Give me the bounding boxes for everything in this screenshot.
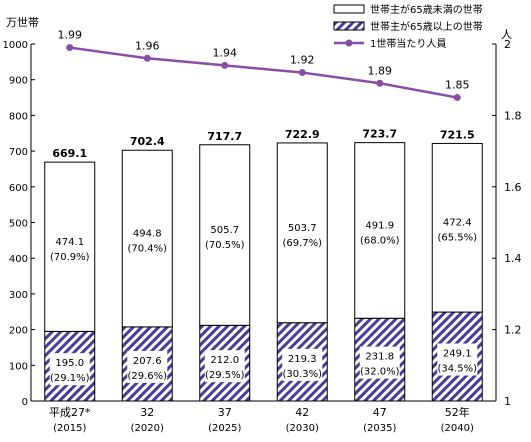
- over65-value-label: 219.3: [288, 354, 317, 365]
- legend-swatch-under65: [333, 4, 365, 14]
- over65-value-label: 212.0: [210, 355, 239, 366]
- category-year-label: (2040): [441, 423, 474, 434]
- bar-age65-under: [199, 144, 251, 326]
- right-tick-label: 1.8: [504, 109, 522, 122]
- left-tick-label: 500: [9, 219, 28, 230]
- under65-share-label: (70.9%): [50, 252, 90, 263]
- legend-label-under65: 世帯主が65歳未満の世帯: [370, 3, 483, 16]
- label-background: [49, 353, 90, 386]
- left-tick-label: 600: [9, 183, 28, 194]
- category-year-label: (2030): [286, 423, 319, 434]
- category-label: 32: [140, 406, 154, 419]
- legend-swatch-over65: [333, 21, 365, 31]
- left-tick-label: 100: [9, 361, 28, 372]
- left-tick-label: 900: [9, 76, 28, 87]
- label-background: [282, 348, 323, 381]
- label-background: [359, 346, 400, 379]
- over65-value-label: 207.6: [133, 356, 162, 367]
- persons-per-household-label: 1.85: [445, 79, 470, 92]
- category-label: 52年: [445, 405, 470, 419]
- bar-age65-under: [44, 161, 96, 332]
- total-label: 717.7: [207, 130, 242, 143]
- under65-value-label: 491.9: [365, 220, 394, 231]
- bar-age65-under: [354, 142, 406, 319]
- right-tick-label: 2: [504, 38, 511, 51]
- right-tick-label: 1: [504, 395, 511, 408]
- over65-share-label: (30.3%): [282, 369, 322, 380]
- persons-per-household-point: [221, 61, 229, 69]
- total-label: 722.9: [285, 128, 320, 141]
- left-tick-label: 800: [9, 111, 28, 122]
- under65-value-label: 503.7: [288, 223, 317, 234]
- persons-per-household-label: 1.89: [368, 64, 393, 77]
- category-year-label: (2015): [53, 423, 86, 434]
- right-axis-title: 人: [501, 28, 512, 41]
- persons-per-household-point: [143, 54, 151, 62]
- left-tick-label: 200: [9, 326, 28, 337]
- over65-share-label: (29.5%): [205, 370, 245, 381]
- data-labels: 669.1 474.1 (70.9%) 195.0 (29.1%) 702.4 494.8 (…: [50, 128, 477, 385]
- category-label: 平成27*: [49, 406, 91, 419]
- over65-value-label: 231.8: [365, 352, 394, 363]
- left-tick-label: 0: [22, 397, 28, 408]
- category-year-label: (2020): [131, 423, 164, 434]
- under65-share-label: (70.5%): [205, 240, 245, 251]
- category-label: 37: [218, 406, 232, 419]
- left-tick-label: 300: [9, 290, 28, 301]
- bar-age65-under: [276, 142, 328, 324]
- left-axis-title: 万世帯: [6, 16, 39, 29]
- persons-per-household-point: [298, 69, 306, 77]
- under65-share-label: (70.4%): [127, 244, 167, 255]
- persons-per-household-label: 1.94: [213, 46, 238, 59]
- over65-share-label: (29.1%): [50, 373, 90, 384]
- line-series: 1.99 1.96 1.94 1.92 1.89 1.85: [58, 29, 470, 102]
- persons-per-household-label: 1.92: [290, 54, 315, 67]
- category-label: 47: [373, 406, 387, 419]
- total-label: 669.1: [52, 147, 87, 160]
- category-year-label: (2035): [363, 423, 396, 434]
- over65-value-label: 195.0: [55, 358, 84, 369]
- bar-age65-under: [431, 142, 483, 313]
- bars: [44, 142, 483, 402]
- under65-value-label: 474.1: [55, 237, 84, 248]
- persons-per-household-point: [453, 94, 461, 102]
- label-background: [204, 350, 245, 383]
- category-year-label: (2025): [208, 423, 241, 434]
- persons-per-household-point: [376, 79, 384, 87]
- persons-per-household-point: [66, 44, 74, 52]
- over65-share-label: (29.6%): [127, 371, 167, 382]
- over65-value-label: 249.1: [443, 349, 472, 360]
- category-label: 42: [295, 406, 309, 419]
- under65-value-label: 505.7: [210, 225, 239, 236]
- under65-share-label: (65.5%): [437, 233, 477, 244]
- label-background: [127, 350, 168, 383]
- legend-label-line: 1世帯当たり人員: [370, 37, 446, 50]
- label-background: [437, 343, 478, 376]
- right-tick-label: 1.2: [504, 324, 522, 337]
- total-label: 721.5: [440, 128, 475, 141]
- under65-share-label: (69.7%): [282, 238, 322, 249]
- under65-value-label: 472.4: [443, 218, 472, 229]
- bar-age65-under: [121, 149, 173, 328]
- under65-value-label: 494.8: [133, 229, 162, 240]
- right-tick-label: 1.4: [504, 252, 522, 265]
- left-tick-label: 400: [9, 254, 28, 265]
- persons-per-household-label: 1.96: [135, 39, 160, 52]
- right-tick-label: 1.6: [504, 181, 522, 194]
- persons-per-household-label: 1.99: [58, 29, 83, 42]
- left-tick-label: 1000: [3, 40, 28, 51]
- total-label: 702.4: [130, 135, 165, 148]
- under65-share-label: (68.0%): [360, 235, 400, 246]
- left-tick-label: 700: [9, 147, 28, 158]
- total-label: 723.7: [362, 128, 397, 141]
- over65-share-label: (32.0%): [360, 367, 400, 378]
- persons-per-household-line: [69, 46, 458, 99]
- legend-label-over65: 世帯主が65歳以上の世帯: [370, 20, 483, 33]
- over65-share-label: (34.5%): [437, 364, 477, 375]
- legend-swatch-marker: [345, 39, 353, 47]
